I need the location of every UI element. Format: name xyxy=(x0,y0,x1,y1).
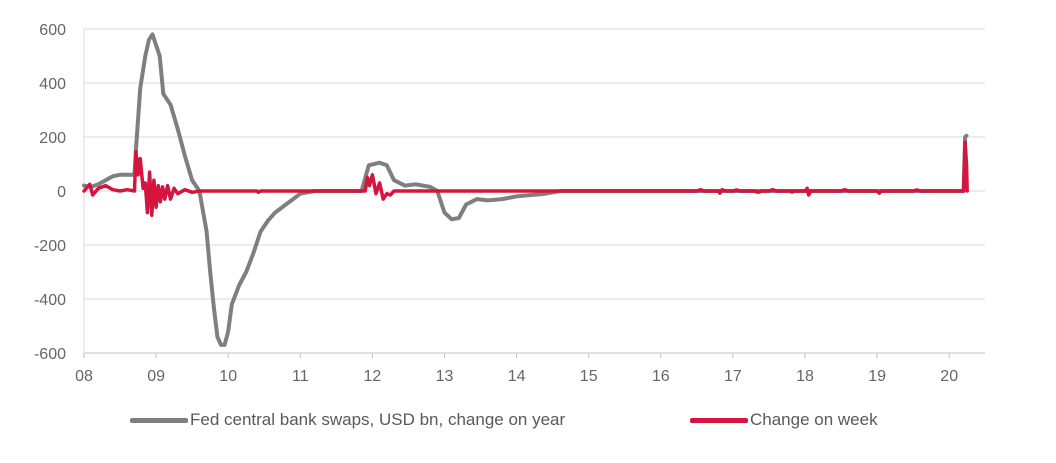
y-tick-label: 200 xyxy=(39,130,66,147)
series-line-swaps-change-on-year xyxy=(82,32,969,347)
x-tick-label: 16 xyxy=(652,368,670,385)
legend-label-gray: Fed central bank swaps, USD bn, change o… xyxy=(190,410,566,429)
x-tick-label: 18 xyxy=(796,368,814,385)
series-lines xyxy=(82,32,969,347)
x-tick-label: 15 xyxy=(580,368,598,385)
y-tick-label: 600 xyxy=(39,22,66,39)
y-tick-label: -600 xyxy=(34,346,66,363)
x-tick-label: 14 xyxy=(508,368,526,385)
x-tick-label: 10 xyxy=(219,368,237,385)
x-tick-label: 08 xyxy=(75,368,93,385)
x-tick-label: 11 xyxy=(292,368,309,385)
x-axis-tick-labels: 08 09 10 11 12 13 14 15 16 17 18 19 20 xyxy=(75,368,958,385)
y-tick-label: -200 xyxy=(34,238,66,255)
series-line-change-on-week xyxy=(82,140,969,218)
legend-swatch-red xyxy=(690,417,748,423)
legend-swatch-gray xyxy=(130,417,188,423)
x-tick-label: 09 xyxy=(147,368,165,385)
y-axis-tick-labels: 600 400 200 0 -200 -400 -600 xyxy=(34,22,66,363)
x-tick-label: 13 xyxy=(436,368,454,385)
legend-item-gray: Fed central bank swaps, USD bn, change o… xyxy=(130,410,565,430)
legend-label-red: Change on week xyxy=(750,410,878,429)
y-tick-label: 400 xyxy=(39,76,66,93)
legend: Fed central bank swaps, USD bn, change o… xyxy=(0,410,1056,440)
x-tick-label: 17 xyxy=(724,368,742,385)
y-tick-label: -400 xyxy=(34,292,66,309)
x-tick-label: 12 xyxy=(364,368,382,385)
y-tick-label: 0 xyxy=(57,184,66,201)
x-tick-label: 19 xyxy=(868,368,886,385)
x-tick-label: 20 xyxy=(940,368,958,385)
legend-item-red: Change on week xyxy=(690,410,878,430)
